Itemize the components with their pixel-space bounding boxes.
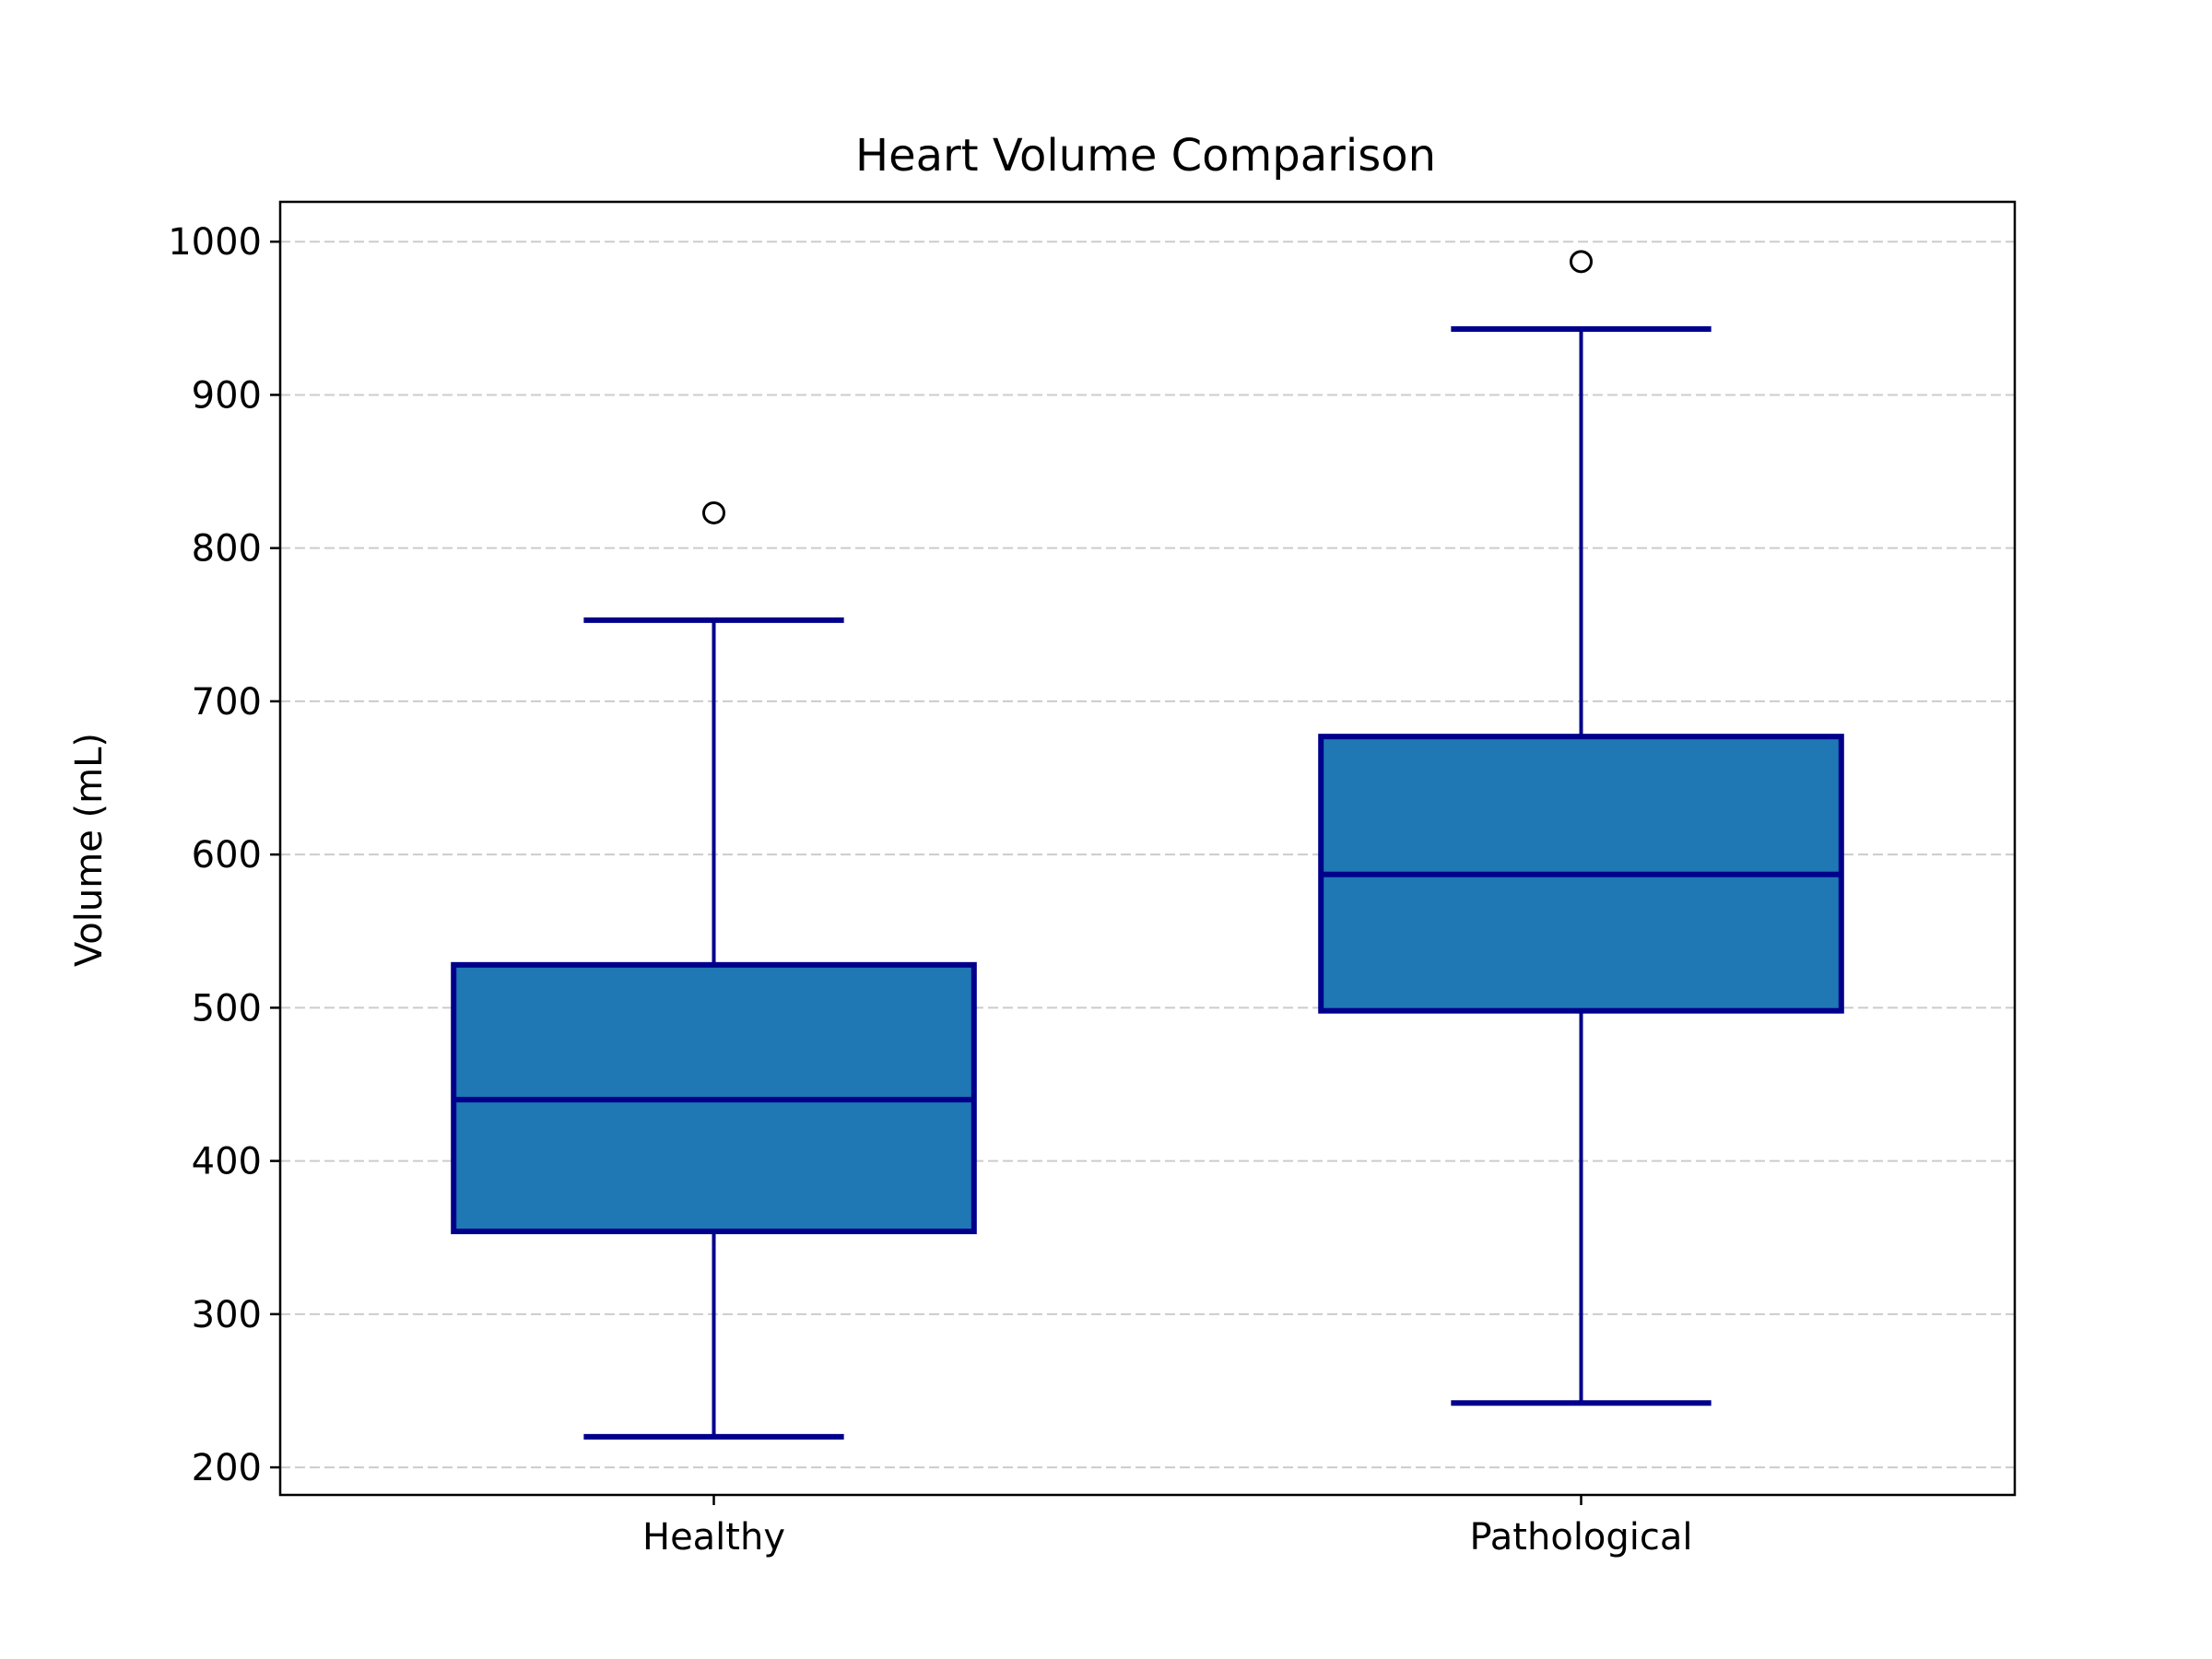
y-tick-label: 600 <box>192 834 262 877</box>
y-tick-label: 1000 <box>168 221 262 264</box>
x-tick-label: Pathological <box>1469 1516 1692 1559</box>
y-tick-label: 800 <box>192 528 262 571</box>
y-tick-label: 500 <box>192 987 262 1030</box>
outlier-point <box>1570 250 1593 274</box>
y-tick-label: 900 <box>192 374 262 417</box>
boxes <box>451 250 1844 1440</box>
x-tick-label: Healthy <box>642 1516 785 1559</box>
outlier-point <box>702 500 725 524</box>
y-tick-label: 700 <box>192 681 262 724</box>
y-tick-label: 200 <box>192 1447 262 1489</box>
y-axis-label: Volume (mL) <box>68 733 111 967</box>
axes: 200 300 400 500 600 700 800 900 1000 Healthy Patho… <box>168 221 1692 1559</box>
chart-title: Heart Volume Comparison <box>855 130 1436 182</box>
y-tick-label: 300 <box>192 1294 262 1336</box>
y-tick-label: 400 <box>192 1141 262 1183</box>
plot-area-frame <box>278 200 2017 1497</box>
